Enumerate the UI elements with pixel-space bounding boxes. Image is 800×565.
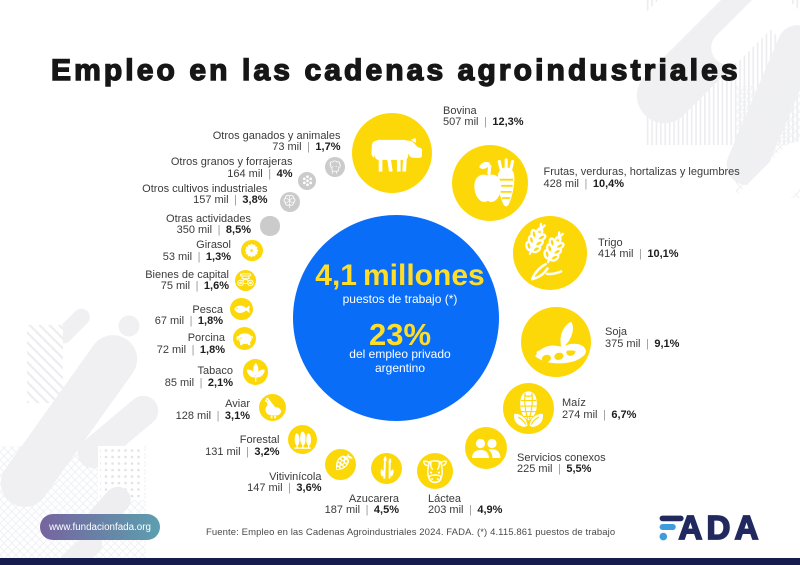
svg-text:ADA: ADA <box>679 512 763 544</box>
